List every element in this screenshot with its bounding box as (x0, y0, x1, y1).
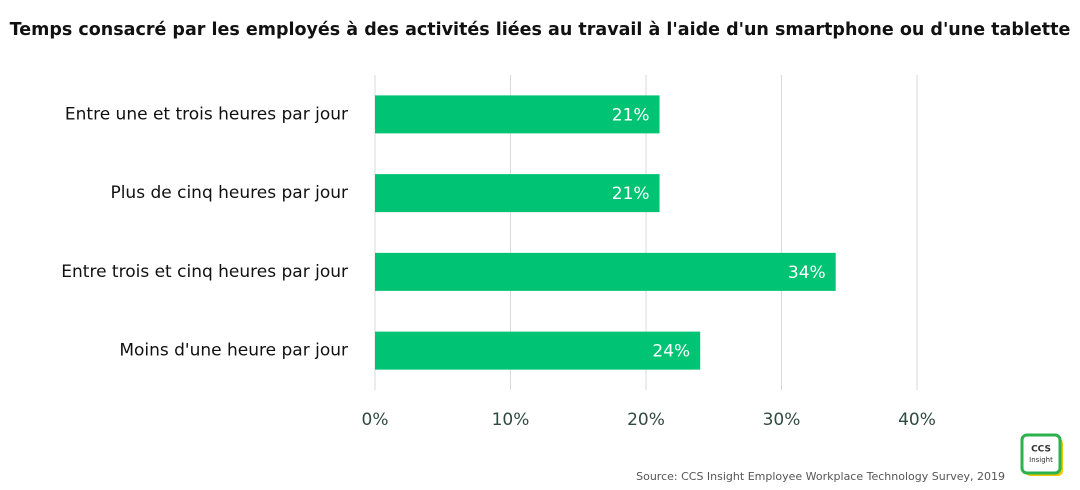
value-label: 21% (612, 184, 650, 204)
x-tick-label: 40% (898, 410, 936, 430)
bar (375, 331, 701, 370)
x-tick-label: 0% (362, 410, 389, 430)
y-tick-label: Moins d'une heure par jour (119, 341, 348, 361)
bar (375, 174, 660, 213)
x-tick-label: 20% (627, 410, 665, 430)
x-tick-label: 10% (492, 410, 530, 430)
y-tick-label: Entre une et trois heures par jour (65, 104, 348, 124)
bar (375, 252, 836, 291)
logo-frame (1020, 433, 1062, 475)
logo-text: CCS (1031, 445, 1051, 455)
logo: CCS Insight (1020, 433, 1063, 476)
value-label: 34% (788, 263, 826, 283)
value-label: 21% (612, 105, 650, 125)
x-tick-label: 30% (763, 410, 801, 430)
y-tick-label: Plus de cinq heures par jour (110, 183, 348, 203)
y-tick-label: Entre trois et cinq heures par jour (61, 262, 348, 282)
source-note: Source: CCS Insight Employee Workplace T… (636, 470, 1005, 483)
bar (375, 95, 660, 134)
value-label: 24% (652, 342, 690, 362)
logo-text: Insight (1029, 456, 1053, 464)
chart-title: Temps consacré par les employés à des ac… (10, 20, 1071, 40)
